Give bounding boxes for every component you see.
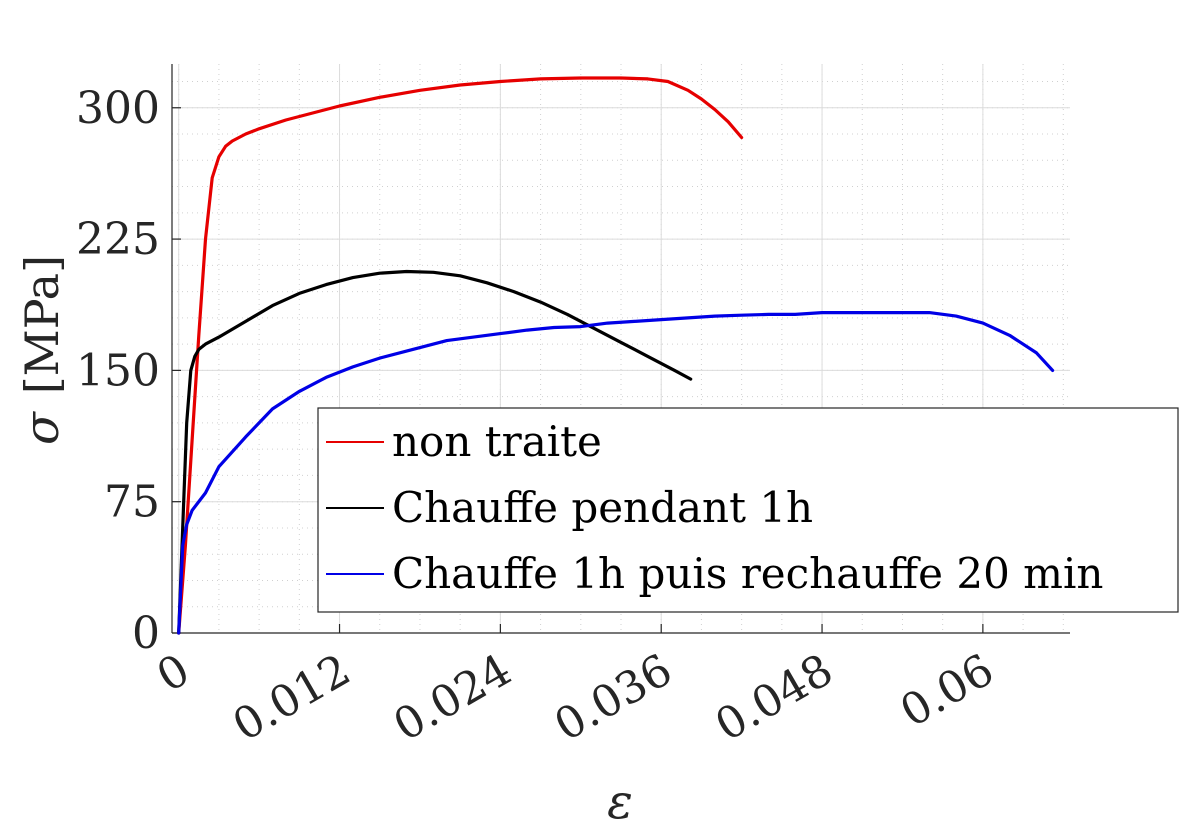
y-tick-label: 300 — [76, 83, 160, 134]
legend-entry-chauffe-1h: Chauffe pendant 1h — [392, 483, 813, 532]
y-tick-label: 150 — [76, 345, 160, 396]
y-tick-label: 0 — [132, 608, 160, 659]
series-layer — [177, 76, 1055, 635]
y-axis-label-unit: [MPa] — [15, 255, 69, 394]
y-tick-label: 225 — [76, 214, 160, 265]
y-axis-label: σ [MPa] — [14, 255, 70, 445]
series-line-2 — [177, 311, 1055, 635]
y-axis-label-symbol: σ — [14, 411, 70, 445]
y-tick-labels: 0 75 150 225 300 — [76, 83, 160, 659]
legend-entry-non-traite: non traite — [392, 417, 602, 466]
series-line-0 — [177, 76, 744, 635]
legend-entry-chauffe-rechauffe: Chauffe 1h puis rechauffe 20 min — [392, 549, 1103, 598]
legend: non traite Chauffe pendant 1h Chauffe 1h… — [317, 407, 1179, 613]
y-tick-label: 75 — [104, 477, 160, 528]
svg-text:σ [MPa]: σ [MPa] — [14, 255, 70, 445]
legend-box — [317, 407, 1179, 613]
x-axis-label: ε — [607, 774, 633, 830]
